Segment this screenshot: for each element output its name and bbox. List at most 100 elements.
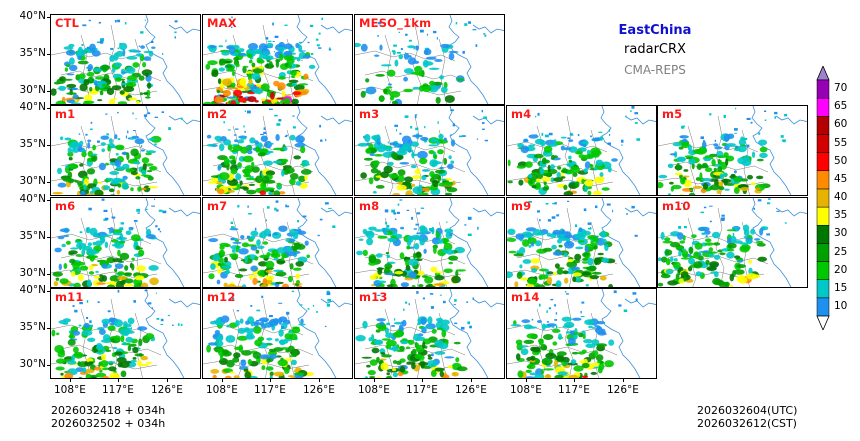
echo-cell [543, 368, 554, 371]
echo-cell [300, 318, 304, 324]
echo-cell [147, 82, 152, 89]
echo-cell [441, 178, 447, 181]
echo-cell [563, 252, 568, 258]
echo-cell [572, 272, 582, 277]
radar-map [658, 198, 807, 287]
echo-cell [84, 94, 93, 102]
echo-cell [391, 100, 398, 104]
echo-cell [455, 270, 459, 277]
echo-cell [234, 274, 244, 278]
echo-cell [221, 265, 232, 269]
echo-cell [599, 136, 603, 141]
echo-cell [237, 97, 248, 103]
echo-cell [568, 139, 574, 142]
echo-cell [155, 139, 157, 141]
echo-cell [577, 134, 580, 137]
echo-cell [556, 267, 565, 270]
echo-cell [239, 318, 244, 324]
echo-cell [678, 249, 682, 257]
echo-cell [65, 240, 71, 245]
echo-cell [87, 139, 92, 143]
lat-label: 30°N [19, 175, 46, 187]
echo-cell [467, 321, 471, 325]
echo-cell [295, 273, 301, 280]
echo-cell [483, 116, 488, 119]
echo-cell [291, 359, 297, 366]
lat-label: 30°N [19, 267, 46, 279]
echo-cell [289, 263, 294, 270]
echo-cell [123, 283, 134, 287]
echo-cell [475, 44, 478, 47]
province-border [60, 253, 162, 265]
echo-cell [404, 176, 413, 183]
echo-cell [117, 275, 127, 281]
echo-cell [362, 320, 368, 329]
echo-cell [545, 134, 549, 138]
panel-label: m12 [207, 290, 236, 304]
echo-cell [236, 310, 240, 312]
echo-cell [87, 228, 89, 231]
echo-cell [260, 98, 266, 102]
echo-cell [481, 109, 483, 113]
echo-cell [268, 61, 273, 69]
echo-cell [269, 315, 273, 318]
echo-cell [574, 253, 582, 261]
echo-cell [79, 302, 83, 305]
map-panel-m14: m14 [506, 288, 657, 379]
echo-cell [251, 166, 260, 173]
echo-cell [287, 345, 295, 352]
echo-cell [422, 341, 426, 349]
echo-cell [101, 263, 108, 269]
echo-cell [295, 135, 305, 144]
echo-cell [691, 234, 697, 238]
echo-cell [590, 371, 598, 375]
echo-cell [738, 276, 748, 284]
echo-cell [252, 351, 262, 359]
echo-cell [358, 238, 364, 241]
echo-cell [467, 233, 472, 236]
echo-cell [750, 121, 753, 124]
echo-cell [247, 205, 249, 208]
echo-cell [66, 92, 77, 95]
echo-cell [443, 242, 453, 251]
echo-cell [276, 247, 286, 254]
echo-cell [210, 369, 220, 374]
echo-cell [281, 90, 286, 97]
echo-cell [577, 351, 586, 355]
coastline [624, 298, 656, 308]
echo-cell [398, 54, 404, 60]
echo-cell [755, 187, 761, 190]
echo-cell [249, 59, 253, 64]
echo-cell [448, 155, 452, 160]
echo-cell [234, 139, 238, 143]
echo-cell [87, 150, 93, 157]
colorbar-bin [816, 97, 830, 117]
echo-cell [133, 300, 136, 303]
echo-cell [319, 124, 321, 128]
echo-cell [210, 177, 219, 182]
echo-cell [143, 114, 148, 117]
echo-cell [466, 301, 469, 303]
echo-cell [400, 282, 409, 287]
echo-cell [584, 255, 589, 261]
echo-cell [327, 298, 332, 302]
echo-cell [758, 139, 768, 146]
echo-cell [263, 320, 268, 323]
echo-cell [518, 345, 529, 348]
lat-tick [47, 108, 50, 109]
echo-cell [568, 374, 579, 378]
echo-cell [108, 138, 113, 144]
echo-cell [120, 280, 126, 285]
province-border [134, 38, 143, 104]
echo-cell [293, 372, 305, 376]
echo-cell [531, 185, 537, 189]
echo-cell [420, 207, 424, 209]
echo-cell [594, 166, 598, 171]
echo-cell [376, 356, 380, 362]
echo-cell [84, 100, 95, 104]
echo-cell [391, 152, 398, 159]
echo-cell [130, 171, 138, 176]
echo-cell [591, 362, 601, 367]
echo-cell [106, 284, 116, 287]
echo-cell [77, 181, 83, 186]
